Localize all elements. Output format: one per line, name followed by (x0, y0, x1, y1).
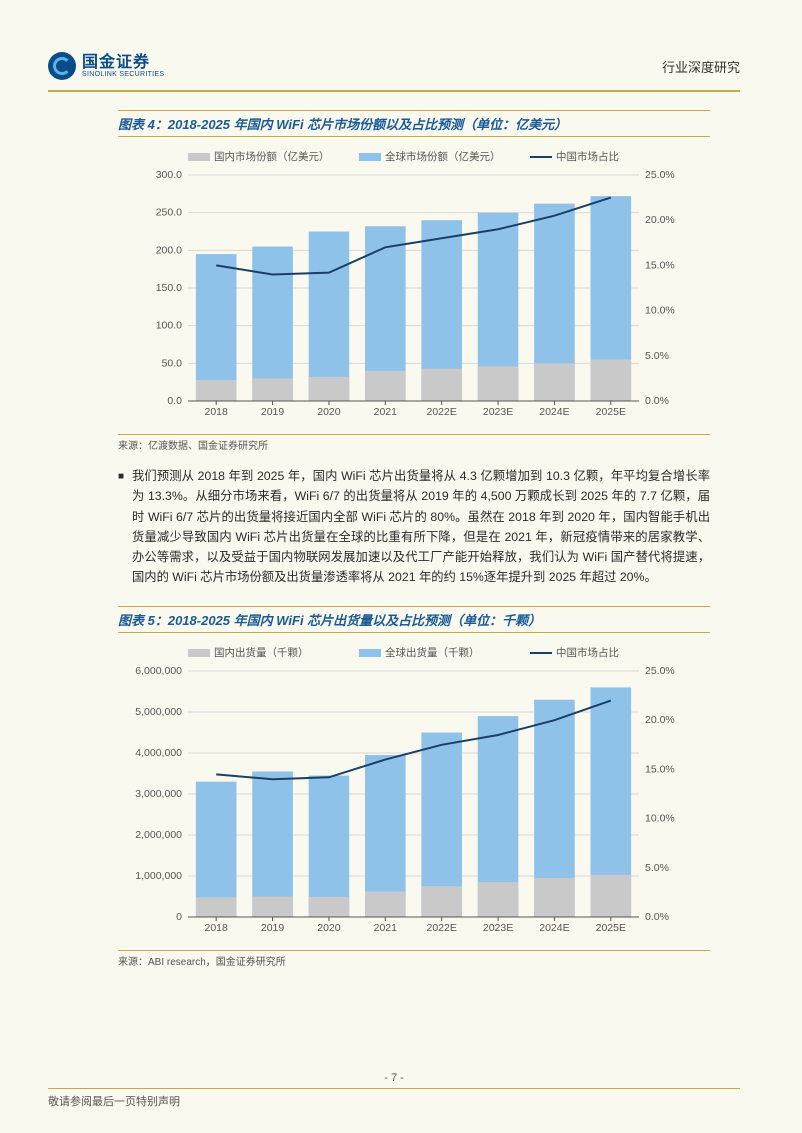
svg-text:25.0%: 25.0% (645, 665, 675, 677)
chart4-source: 来源：亿渡数据、国金证券研究所 (118, 434, 710, 452)
svg-text:100.0: 100.0 (156, 320, 182, 332)
svg-text:1,000,000: 1,000,000 (135, 870, 182, 882)
svg-text:5,000,000: 5,000,000 (135, 706, 182, 718)
svg-text:国内市场份额（亿美元）: 国内市场份额（亿美元） (214, 150, 330, 163)
forecast-paragraph: ■ 我们预测从 2018 年到 2025 年，国内 WiFi 芯片出货量将从 4… (118, 466, 710, 588)
svg-text:2019: 2019 (261, 406, 285, 418)
chart4: 国内市场份额（亿美元） 全球市场份额（亿美元） 中国市场占比 0.0 50.0 100.0… (118, 137, 710, 430)
svg-text:中国市场占比: 中国市场占比 (556, 646, 619, 659)
page-number: - 7 - (48, 1072, 740, 1084)
logo-en: SINOLINK SECURITIES (82, 71, 164, 78)
logo-cn: 国金证券 (82, 55, 164, 71)
svg-text:0.0%: 0.0% (645, 911, 669, 923)
svg-text:2019: 2019 (261, 922, 285, 934)
svg-text:2024E: 2024E (539, 922, 569, 934)
svg-text:2021: 2021 (374, 406, 398, 418)
svg-text:10.0%: 10.0% (645, 305, 675, 317)
logo: 国金证券 SINOLINK SECURITIES (48, 52, 164, 80)
svg-text:2021: 2021 (374, 922, 398, 934)
paragraph-text: 我们预测从 2018 年到 2025 年，国内 WiFi 芯片出货量将从 4.3… (132, 466, 710, 588)
header-category: 行业深度研究 (662, 57, 740, 76)
svg-text:2024E: 2024E (539, 406, 569, 418)
svg-text:5.0%: 5.0% (645, 350, 669, 362)
svg-text:2023E: 2023E (483, 406, 513, 418)
svg-text:150.0: 150.0 (156, 282, 182, 294)
svg-text:5.0%: 5.0% (645, 861, 669, 873)
logo-icon (48, 52, 76, 80)
svg-text:国内出货量（千颗）: 国内出货量（千颗） (214, 646, 309, 659)
page-footer: - 7 - 敬请参阅最后一页特别声明 (48, 1088, 740, 1109)
svg-text:15.0%: 15.0% (645, 259, 675, 271)
chart5: 国内出货量（千颗） 全球出货量（千颗） 中国市场占比 0 1,000,000 2,000,… (118, 633, 710, 946)
svg-text:2018: 2018 (205, 406, 229, 418)
svg-text:0.0%: 0.0% (645, 395, 669, 407)
svg-text:20.0%: 20.0% (645, 714, 675, 726)
bullet-icon: ■ (118, 466, 132, 588)
svg-text:2018: 2018 (205, 922, 229, 934)
svg-text:0.0: 0.0 (167, 395, 182, 407)
svg-text:中国市场占比: 中国市场占比 (556, 150, 619, 163)
svg-text:2020: 2020 (317, 922, 341, 934)
chart5-title: 图表 5：2018-2025 年国内 WiFi 芯片出货量以及占比预测（单位：千… (118, 606, 710, 633)
chart5-source: 来源：ABI research，国金证券研究所 (118, 950, 710, 968)
svg-text:2025E: 2025E (596, 406, 626, 418)
svg-text:2020: 2020 (317, 406, 341, 418)
footer-note: 敬请参阅最后一页特别声明 (48, 1093, 180, 1109)
svg-text:25.0%: 25.0% (645, 169, 675, 181)
page-header: 国金证券 SINOLINK SECURITIES 行业深度研究 (48, 48, 740, 92)
svg-text:15.0%: 15.0% (645, 763, 675, 775)
svg-text:4,000,000: 4,000,000 (135, 747, 182, 759)
svg-text:全球出货量（千颗）: 全球出货量（千颗） (385, 646, 480, 659)
svg-text:2,000,000: 2,000,000 (135, 829, 182, 841)
svg-text:250.0: 250.0 (156, 207, 182, 219)
chart4-title: 图表 4：2018-2025 年国内 WiFi 芯片市场份额以及占比预测（单位：… (118, 110, 710, 137)
svg-text:2022E: 2022E (427, 922, 457, 934)
svg-text:10.0%: 10.0% (645, 812, 675, 824)
svg-text:0: 0 (176, 911, 182, 923)
svg-text:2025E: 2025E (596, 922, 626, 934)
svg-text:2023E: 2023E (483, 922, 513, 934)
svg-text:300.0: 300.0 (156, 169, 182, 181)
svg-text:20.0%: 20.0% (645, 214, 675, 226)
svg-text:6,000,000: 6,000,000 (135, 665, 182, 677)
svg-text:全球市场份额（亿美元）: 全球市场份额（亿美元） (385, 150, 501, 163)
svg-text:200.0: 200.0 (156, 244, 182, 256)
svg-text:3,000,000: 3,000,000 (135, 788, 182, 800)
svg-text:2022E: 2022E (427, 406, 457, 418)
svg-text:50.0: 50.0 (162, 357, 183, 369)
